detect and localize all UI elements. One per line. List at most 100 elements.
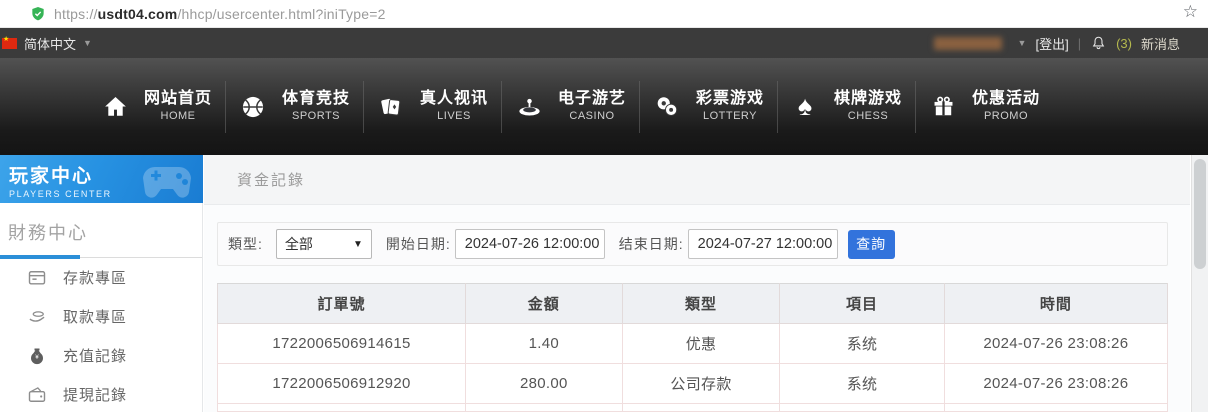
nav-label-en: SPORTS — [291, 110, 341, 122]
gamepad-icon — [143, 166, 191, 198]
topbar-divider: | — [1077, 35, 1082, 51]
bell-icon[interactable] — [1090, 35, 1107, 52]
user-caret-icon[interactable]: ▼ — [1017, 38, 1027, 48]
secure-shield-icon — [32, 6, 44, 20]
col-amount: 金額 — [464, 283, 623, 324]
nav-label-zh: 优惠活动 — [972, 90, 1041, 107]
main-nav: 网站首页 HOME 体育竞技 SPORTS 真人视讯 LIVES — [0, 58, 1208, 155]
players-center-header: 玩家中心 PLAYERS CENTER — [0, 155, 203, 203]
start-date-input[interactable] — [454, 229, 605, 259]
nav-divider — [225, 80, 226, 133]
message-label[interactable]: 新消息 — [1140, 36, 1180, 52]
end-date-label: 结束日期: — [618, 236, 684, 252]
url-scheme: https:// — [54, 5, 98, 22]
vertical-scrollbar[interactable] — [1191, 155, 1208, 412]
sidebar-item-withdrawal-records[interactable]: 提現記錄 — [0, 375, 202, 414]
nav-label-en: HOME — [160, 110, 196, 122]
nav-label-en: CHESS — [847, 110, 889, 122]
col-item: 項目 — [779, 283, 945, 324]
section-underline — [0, 255, 202, 259]
sidebar-item-withdraw-zone[interactable]: 取款專區 — [0, 297, 202, 336]
nav-item-chess[interactable]: ♠ 棋牌游戏 CHESS — [778, 89, 915, 124]
cell-order-no: 1722006506914615 — [217, 323, 466, 364]
sidebar-item-label: 提現記錄 — [63, 387, 128, 404]
col-type: 類型 — [621, 283, 781, 324]
home-icon — [100, 92, 130, 122]
svg-text:¥: ¥ — [35, 353, 39, 360]
nav-item-lottery[interactable]: 彩票游戏 LOTTERY — [640, 89, 777, 124]
type-select-value: 全部 — [284, 236, 313, 252]
browser-url-bar: https://usdt04.com/hhcp/usercenter.html?… — [0, 0, 1208, 28]
cards-icon — [376, 92, 406, 122]
message-count[interactable]: (3) — [1116, 35, 1132, 51]
finance-center-heading: 財務中心 — [8, 223, 88, 243]
page-title: 資金記錄 — [237, 172, 306, 189]
nav-label-zh: 电子游艺 — [558, 90, 627, 107]
cell-amount: 1.40 — [464, 323, 623, 364]
cell-time: 2024-07-26 23:08:26 — [943, 323, 1169, 364]
main-content: 資金記錄 類型: 全部 ▼ 開始日期: 结束日期: 查詢 訂單號 金額 類型 項… — [204, 155, 1190, 412]
type-label: 類型: — [228, 236, 263, 252]
sidebar-item-label: 存款專區 — [63, 270, 128, 287]
spade-icon: ♠ — [797, 91, 813, 121]
url-domain: usdt04.com — [97, 5, 178, 22]
username-redacted — [933, 36, 1002, 50]
table-row-clipped — [217, 403, 1169, 412]
sidebar-item-label: 充值記錄 — [63, 348, 128, 365]
nav-divider — [915, 80, 916, 133]
type-select[interactable]: 全部 ▼ — [275, 229, 372, 259]
lottery-balls-icon — [652, 92, 682, 122]
roulette-icon — [514, 92, 544, 122]
col-order-no: 訂單號 — [217, 283, 466, 324]
withdraw-hand-icon — [29, 310, 45, 322]
cell-type: 公司存款 — [621, 363, 781, 404]
col-time: 時間 — [943, 283, 1169, 324]
end-date-input[interactable] — [687, 229, 838, 259]
select-caret-icon: ▼ — [352, 238, 363, 250]
sidebar-title: 玩家中心 — [9, 166, 94, 187]
nav-divider — [777, 80, 778, 133]
sports-ball-icon — [238, 92, 268, 122]
breadcrumb-bar: 資金記錄 — [204, 155, 1190, 205]
sidebar-item-label: 取款專區 — [63, 309, 128, 326]
nav-label-en: LOTTERY — [702, 110, 758, 122]
gift-icon — [928, 92, 958, 122]
language-selector[interactable]: 简体中文 — [24, 36, 77, 52]
nav-item-casino[interactable]: 电子游艺 CASINO — [502, 89, 639, 124]
table-row: 1722006506914615 1.40 优惠 系统 2024-07-26 2… — [217, 323, 1169, 364]
nav-divider — [639, 80, 640, 133]
nav-label-en: LIVES — [437, 110, 471, 122]
cell-order-no: 1722006506912920 — [217, 363, 466, 404]
sidebar-item-deposit-zone[interactable]: 存款專區 — [0, 258, 202, 297]
nav-label-en: PROMO — [983, 110, 1029, 122]
nav-label-zh: 真人视讯 — [420, 90, 489, 107]
scrollbar-thumb[interactable] — [1194, 159, 1206, 269]
china-flag-icon — [2, 35, 17, 49]
nav-item-promo[interactable]: 优惠活动 PROMO — [916, 89, 1053, 124]
query-button[interactable]: 查詢 — [847, 229, 895, 259]
nav-label-zh: 棋牌游戏 — [834, 90, 903, 107]
address-url[interactable]: https://usdt04.com/hhcp/usercenter.html?… — [54, 6, 386, 22]
bookmark-star-icon[interactable]: ☆ — [1182, 2, 1198, 21]
cell-item: 系统 — [779, 363, 945, 404]
logout-link[interactable]: [登出] — [1035, 36, 1069, 52]
cell-item: 系统 — [779, 323, 945, 364]
sidebar-item-recharge-records[interactable]: ¥ 充值記錄 — [0, 336, 202, 375]
nav-item-home[interactable]: 网站首页 HOME — [88, 89, 225, 124]
cell-type: 优惠 — [621, 323, 781, 364]
sidebar-subtitle: PLAYERS CENTER — [9, 189, 112, 199]
funds-table: 訂單號 金額 類型 項目 時間 1722006506914615 1.40 优惠… — [217, 283, 1169, 412]
table-header-row: 訂單號 金額 類型 項目 時間 — [217, 283, 1169, 324]
nav-item-lives[interactable]: 真人视讯 LIVES — [364, 89, 501, 124]
language-caret-icon[interactable]: ▼ — [83, 38, 92, 48]
nav-divider — [363, 80, 364, 133]
moneybag-icon: ¥ — [31, 348, 43, 364]
nav-item-sports[interactable]: 体育竞技 SPORTS — [226, 89, 363, 124]
nav-label-zh: 彩票游戏 — [696, 90, 765, 107]
account-topbar: 简体中文 ▼ ▼ [登出] | (3) 新消息 — [0, 28, 1208, 58]
url-path: /hhcp/usercenter.html?iniType=2 — [177, 5, 386, 22]
cell-amount: 280.00 — [464, 363, 623, 404]
nav-divider — [501, 80, 502, 133]
nav-label-zh: 体育竞技 — [282, 90, 351, 107]
nav-label-en: CASINO — [569, 110, 615, 122]
